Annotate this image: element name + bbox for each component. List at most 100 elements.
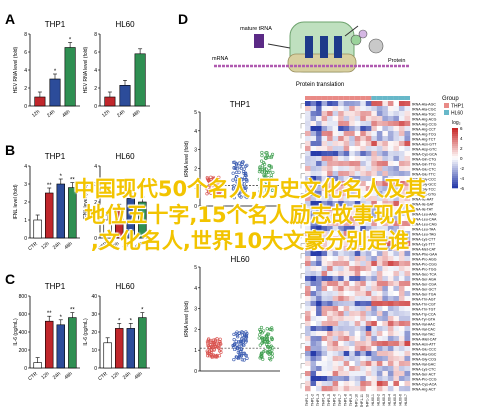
- heat-cell: [365, 236, 372, 242]
- heat-cell: [404, 246, 411, 252]
- heat-cell: [360, 121, 366, 127]
- heat-cell: [349, 196, 355, 202]
- data-point: [209, 348, 213, 352]
- group-bar-cell: [387, 96, 394, 100]
- heat-cell: [349, 341, 355, 347]
- y-tick-label: 4: [194, 286, 197, 292]
- data-point: [240, 358, 244, 362]
- heat-cell: [321, 261, 328, 267]
- row-label: tRNA-Leu-TAG: [412, 232, 436, 236]
- heat-cell: [354, 311, 361, 317]
- heat-cell: [310, 361, 317, 367]
- heat-cell: [404, 216, 411, 222]
- heat-cell: [321, 201, 328, 207]
- row-label: tRNA-Pro-TGG: [412, 267, 437, 271]
- heat-cell: [332, 376, 339, 382]
- heat-cell: [338, 286, 344, 292]
- data-point: [244, 353, 248, 358]
- heat-cell: [327, 271, 333, 277]
- heat-cell: [382, 376, 389, 382]
- heat-cell: [338, 166, 344, 172]
- heat-cell: [338, 281, 344, 287]
- heat-cell: [398, 316, 405, 322]
- legend-label: THP1: [451, 104, 464, 110]
- heat-cell: [371, 276, 378, 282]
- heat-cell: [321, 211, 328, 217]
- heat-cell: [338, 141, 344, 147]
- heat-cell: [365, 386, 372, 392]
- heat-cell: [360, 291, 366, 297]
- heat-cell: [305, 246, 311, 252]
- heat-cell: [382, 231, 389, 237]
- heat-cell: [349, 356, 355, 362]
- heat-cell: [387, 206, 394, 212]
- heat-cell: [332, 256, 339, 262]
- heat-cell: [376, 171, 383, 177]
- heat-cell: [387, 201, 394, 207]
- heat-cell: [354, 386, 361, 392]
- heat-cell: [371, 131, 378, 137]
- heat-cell: [365, 211, 372, 217]
- heat-cell: [371, 221, 378, 227]
- heat-cell: [305, 231, 311, 237]
- x-tick-label: 24h: [122, 371, 132, 381]
- heat-cell: [393, 316, 400, 322]
- heat-cell: [360, 186, 366, 192]
- heat-cell: [371, 186, 378, 192]
- heat-cell: [382, 271, 389, 277]
- heat-cell: [360, 351, 366, 357]
- heat-cell: [382, 211, 389, 217]
- data-point: [265, 334, 269, 338]
- heat-cell: [305, 101, 311, 107]
- heat-cell: [349, 236, 355, 242]
- label-trna: mature tRNA: [240, 26, 272, 32]
- heat-cell: [354, 136, 361, 142]
- y-axis-label: HEV RNA level (fold): [13, 46, 19, 93]
- data-point: [268, 169, 272, 173]
- heat-cell: [365, 126, 372, 132]
- group-bar-cell: [393, 96, 399, 100]
- data-point: [265, 327, 269, 331]
- heat-cell: [332, 296, 339, 302]
- heat-cell: [316, 136, 322, 142]
- heat-cell: [382, 136, 389, 142]
- heat-cell: [393, 221, 400, 227]
- heat-cell: [321, 271, 328, 277]
- heat-cell: [382, 251, 389, 257]
- heat-cell: [398, 231, 405, 237]
- heat-cell: [382, 276, 389, 282]
- heat-cell: [310, 131, 317, 137]
- heat-cell: [321, 281, 328, 287]
- scale-cell: [452, 168, 458, 171]
- heat-cell: [371, 191, 378, 197]
- heat-cell: [376, 361, 383, 367]
- heat-cell: [343, 326, 350, 332]
- x-tick-label: 12h: [110, 371, 120, 381]
- heat-cell: [354, 206, 361, 212]
- heat-cell: [382, 301, 389, 307]
- heat-cell: [393, 286, 400, 292]
- heat-cell: [360, 111, 366, 117]
- y-tick-label: 2: [24, 86, 27, 92]
- heat-cell: [365, 306, 372, 312]
- heat-cell: [321, 306, 328, 312]
- heat-cell: [305, 241, 311, 247]
- y-tick-label: 6: [94, 50, 97, 56]
- scale-cell: [452, 156, 458, 159]
- heat-cell: [310, 116, 317, 122]
- heat-cell: [349, 126, 355, 132]
- heat-cell: [393, 161, 400, 167]
- heat-cell: [321, 166, 328, 172]
- heat-cell: [316, 351, 322, 357]
- heat-cell: [316, 121, 322, 127]
- row-label: tRNA-Ser-CGA: [412, 282, 437, 286]
- heat-cell: [393, 106, 400, 112]
- heat-cell: [387, 376, 394, 382]
- heat-cell: [398, 106, 405, 112]
- heat-cell: [327, 171, 333, 177]
- heat-cell: [376, 336, 383, 342]
- heat-cell: [376, 111, 383, 117]
- heat-cell: [305, 266, 311, 272]
- heat-cell: [354, 381, 361, 387]
- heat-cell: [338, 356, 344, 362]
